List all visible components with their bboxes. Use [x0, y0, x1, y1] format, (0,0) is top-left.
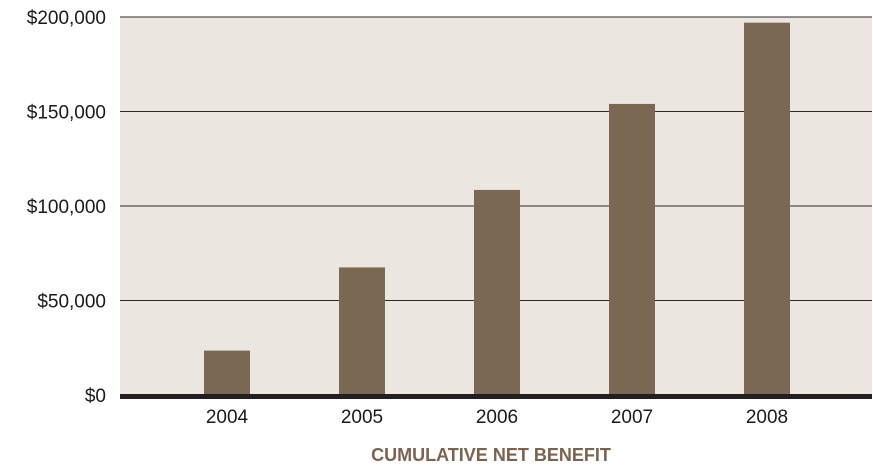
bar-2006: [474, 189, 520, 395]
x-axis-title: CUMULATIVE NET BENEFIT: [371, 445, 611, 465]
x-tick-label: 2005: [341, 407, 383, 428]
bar-2007: [609, 103, 655, 395]
y-tick-label: $150,000: [27, 103, 106, 124]
y-tick-label: $200,000: [27, 8, 106, 29]
x-axis-tick-labels: 2004 2005 2006 2007 2008: [206, 407, 788, 428]
x-tick-label: 2006: [476, 407, 518, 428]
bars: [204, 22, 790, 395]
y-tick-label: $0: [85, 386, 106, 407]
x-tick-label: 2004: [206, 407, 249, 428]
y-tick-label: $50,000: [37, 292, 106, 313]
y-axis-tick-labels: $0 $50,000 $100,000 $150,000 $200,000: [27, 8, 106, 407]
bar-2005: [339, 267, 385, 395]
x-tick-label: 2008: [746, 407, 788, 428]
y-tick-label: $100,000: [27, 197, 106, 218]
x-axis-baseline: [120, 394, 872, 399]
bar-2008: [744, 22, 790, 395]
bar-2004: [204, 350, 250, 395]
baseline: [120, 394, 872, 399]
x-tick-label: 2007: [611, 407, 653, 428]
